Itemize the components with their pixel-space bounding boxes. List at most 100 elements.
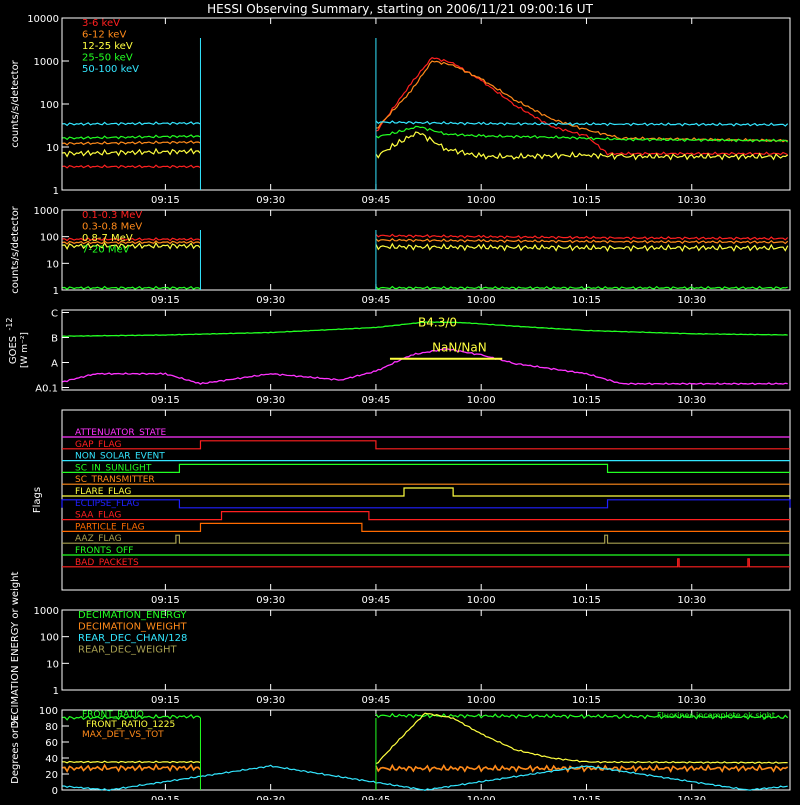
flag-line-bad-packets <box>62 558 790 568</box>
y-tick-label: 10 <box>46 659 59 670</box>
x-tick-label: 09:45 <box>362 695 391 706</box>
x-tick-label: 10:15 <box>572 195 601 206</box>
panel-flags: 09:15 09:30 09:45 10:00 10:15 10:30 Flags ATTEN… <box>32 409 791 606</box>
y-tick-label: 20 <box>45 770 58 781</box>
x-tick-label: 09:30 <box>256 595 285 606</box>
legend-entry-rear-dec-weight: REAR_DEC_WEIGHT <box>78 645 177 656</box>
goes-ratio-annotation: NaN/NaN <box>432 340 487 354</box>
x-tick-label: 10:00 <box>467 395 496 406</box>
panel-lightcurves-high: 09:15 09:30 09:45 10:00 10:15 10:30 1 10 100 1000… <box>10 205 791 306</box>
series-line-6-12-kev <box>62 140 201 146</box>
x-tick-label: 09:45 <box>362 195 391 206</box>
legend-entry-front-ratio: FRONT_RATIO <box>82 710 144 720</box>
x-tick-label: 09:45 <box>362 295 391 306</box>
series-line-orbit-angle <box>62 764 788 792</box>
flag-label-non-solar-event: NON_SOLAR_EVENT <box>75 452 165 462</box>
flag-label-attenuator-state: ATTENUATOR_STATE <box>75 428 167 438</box>
x-tick-label: 10:15 <box>572 795 601 800</box>
series-line-0-1-0-3-mev <box>375 233 789 241</box>
x-tick-label: 09:45 <box>362 795 391 800</box>
flag-label-sc-in-sunlight: SC_IN_SUNLIGHT <box>75 463 152 473</box>
x-tick-label: 09:45 <box>362 395 391 406</box>
y-axis-label: GOES <box>8 336 19 364</box>
panel-lightcurves-low: 09:15 09:30 09:45 10:00 10:15 10:30 1 10 100 1000… <box>10 14 791 206</box>
series-line-0-8-7-mev <box>62 241 201 251</box>
x-tick-label: 10:00 <box>467 295 496 306</box>
flag-label-aaz-flag: AAZ_FLAG <box>75 534 122 544</box>
panel-decimation: 09:15 09:30 09:45 10:00 10:15 10:30 1 10 100 1000… <box>10 571 791 728</box>
flag-label-bad-packets: BAD_PACKETS <box>75 558 139 568</box>
series-line-front-ratio <box>375 712 789 720</box>
x-tick-label: 09:30 <box>256 295 285 306</box>
x-tick-label: 10:15 <box>572 295 601 306</box>
series-line-50-100-kev <box>62 121 201 127</box>
y-axis-label: Degrees or % <box>10 716 21 784</box>
y-tick-label: 1 <box>53 686 59 697</box>
y-axis-label: counts/s/detector <box>10 205 21 293</box>
y-tick-label: 0 <box>52 786 58 797</box>
flag-line-eclipse-flag <box>61 499 791 509</box>
y-tick-label: 100 <box>40 633 59 644</box>
y-axis-label: counts/s/detector <box>10 59 21 147</box>
series-line-6-12-kev <box>375 60 788 143</box>
legend-entry-0-1-0-3-mev: 0.1-0.3 MeV <box>82 210 142 221</box>
x-tick-label: 10:15 <box>572 595 601 606</box>
y-tick-label: 1000 <box>34 206 59 217</box>
legend-entry-0-8-7-mev: 0.8-7 MeV <box>82 233 133 244</box>
legend-entry-front-ratio-1225: FRONT_RATIO_1225 <box>86 720 175 730</box>
y-tick-label: B <box>51 334 58 345</box>
series-line-0-1-0-3-mev <box>62 237 201 242</box>
x-tick-label: 10:00 <box>467 695 496 706</box>
y-tick-label: 10 <box>46 259 59 270</box>
legend-entry-25-50-kev: 25-50 keV <box>82 53 133 64</box>
y-tick-label: 100 <box>40 100 59 111</box>
series-line-0-3-0-8-mev <box>375 238 789 245</box>
legend-entry-12-25-kev: 12-25 keV <box>82 41 133 52</box>
flag-label-particle-flag: PARTICLE_FLAG <box>75 522 145 532</box>
flag-label-flare-flag: FLARE_FLAG <box>75 487 131 497</box>
series-line-front-ratio-1225 <box>62 760 201 764</box>
flag-line-saa-flag <box>62 511 790 521</box>
y-axis-units: [W m⁻²] <box>20 332 30 368</box>
x-tick-label: 09:15 <box>151 695 180 706</box>
y-axis-label: DECIMATION ENERGY or weight <box>10 571 21 728</box>
x-tick-label: 10:00 <box>467 195 496 206</box>
series-line-12-25-kev <box>62 147 201 158</box>
x-tick-label: 09:30 <box>256 395 285 406</box>
flag-label-gap-flag: GAP_FLAG <box>75 440 121 450</box>
y-axis-label: Flags <box>32 487 43 513</box>
flag-label-fronts-off: FRONTS_OFF <box>75 546 133 556</box>
legend-entry-decimation-weight: DECIMATION_WEIGHT <box>78 622 187 633</box>
series-line-0-3-0-8-mev <box>62 240 201 245</box>
series-line-goes-short <box>62 348 788 386</box>
lightcurves-high-frame <box>61 209 791 291</box>
y-tick-label: 40 <box>45 754 58 765</box>
x-tick-label: 10:30 <box>677 695 706 706</box>
x-tick-label: 10:15 <box>572 395 601 406</box>
flag-label-saa-flag: SAA_FLAG <box>75 511 121 521</box>
series-line-25-50-kev <box>375 125 789 143</box>
series-line-25-50-kev <box>62 134 201 141</box>
x-tick-label: 09:15 <box>151 195 180 206</box>
series-line-7-20-mev <box>62 285 201 290</box>
panel-goes: 09:15 09:30 09:45 10:00 10:15 10:30 A0.1 A B C GOE… <box>5 309 791 406</box>
series-line-3-6-kev <box>375 57 788 156</box>
figure-title: HESSI Observing Summary, starting on 200… <box>207 2 593 16</box>
y-axis-exponent: -12 <box>5 317 14 330</box>
series-line-12-25-kev <box>375 131 789 161</box>
y-tick-label: A <box>51 359 58 370</box>
flag-line-flare-flag <box>62 487 790 497</box>
y-tick-label: 10 <box>46 143 59 154</box>
goes-peak-annotation: B4.3/0 <box>418 316 457 330</box>
series-line-front-ratio <box>62 713 201 721</box>
ratios-annotation: Fluorines incomplete ok sight <box>657 711 775 720</box>
y-tick-label: 1 <box>53 286 59 297</box>
x-tick-label: 10:30 <box>677 395 706 406</box>
flag-label-sc-transmitter: SC_TRANSMITTER <box>75 475 155 485</box>
y-tick-label: C <box>51 309 58 320</box>
y-tick-label: 1000 <box>34 606 59 617</box>
x-tick-label: 10:15 <box>572 695 601 706</box>
y-tick-label: 80 <box>45 722 58 733</box>
